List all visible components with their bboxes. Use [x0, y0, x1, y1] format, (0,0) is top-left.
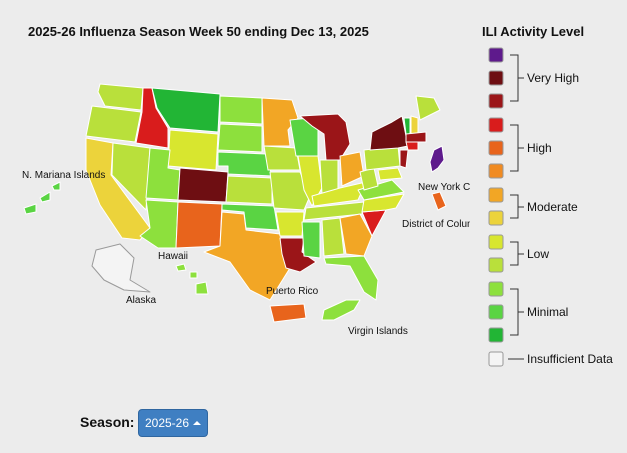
legend-swatch-minimal-3 — [488, 281, 504, 297]
state-georgia[interactable] — [339, 213, 373, 257]
legend-label-minimal: Minimal — [527, 305, 568, 319]
label-new-york-city: New York City — [418, 182, 470, 193]
state-oregon[interactable] — [85, 105, 142, 143]
district-of-columbia-marker[interactable] — [431, 191, 447, 211]
state-new-jersey[interactable] — [399, 149, 409, 169]
state-alabama[interactable] — [321, 217, 345, 257]
state-north-dakota[interactable] — [219, 95, 263, 125]
state-connecticut[interactable] — [405, 141, 419, 151]
legend-label-very-high: Very High — [527, 71, 579, 85]
legend-label-moderate: Moderate — [527, 200, 578, 214]
legend: Very High High Moderate Low Minimal Insu… — [488, 47, 613, 367]
legend-swatch-very-high-2 — [488, 70, 504, 86]
legend-swatch-high-1 — [488, 163, 504, 179]
legend-swatch-minimal-2 — [488, 304, 504, 320]
n-mariana-island-3[interactable] — [51, 181, 61, 191]
state-mississippi[interactable] — [301, 221, 321, 259]
state-maryland[interactable] — [377, 167, 403, 181]
legend-swatch-very-high-1 — [488, 93, 504, 109]
legend-label-low: Low — [527, 247, 549, 261]
caret-up-icon — [193, 421, 202, 425]
legend-bracket-low — [510, 241, 524, 266]
state-north-carolina[interactable] — [361, 193, 405, 213]
label-alaska: Alaska — [126, 295, 156, 306]
state-south-dakota[interactable] — [217, 123, 263, 153]
season-label: Season: — [80, 414, 135, 430]
legend-swatch-moderate-2 — [488, 187, 504, 203]
legend-title: ILI Activity Level — [482, 24, 585, 39]
new-york-city-marker[interactable] — [429, 145, 445, 173]
legend-swatch-very-high-3 — [488, 47, 504, 63]
state-washington[interactable] — [97, 83, 144, 111]
legend-label-high: High — [527, 141, 552, 155]
hawaii-island-2[interactable] — [189, 271, 198, 279]
state-tennessee[interactable] — [303, 201, 365, 221]
state-maine[interactable] — [415, 95, 441, 121]
state-virginia[interactable] — [357, 179, 405, 201]
label-puerto-rico: Puerto Rico — [266, 286, 319, 297]
season-value: 2025-26 — [144, 416, 190, 430]
state-kansas[interactable] — [225, 175, 273, 205]
map-title: 2025-26 Influenza Season Week 50 ending … — [28, 24, 369, 39]
legend-swatch-high-2 — [488, 140, 504, 156]
legend-swatch-insufficient — [488, 351, 504, 367]
n-mariana-island-2[interactable] — [39, 191, 51, 203]
virgin-islands[interactable] — [321, 299, 361, 321]
puerto-rico[interactable] — [269, 303, 307, 323]
state-florida[interactable] — [323, 255, 379, 301]
legend-bracket-high — [510, 124, 524, 172]
legend-bracket-very-high — [510, 54, 524, 102]
us-flu-map: N. Mariana Islands Hawaii Alaska Puerto … — [22, 83, 470, 337]
state-arkansas[interactable] — [275, 211, 305, 237]
legend-swatch-high-3 — [488, 117, 504, 133]
hawaii-island-1[interactable] — [175, 263, 187, 272]
hawaii-island-3[interactable] — [195, 281, 209, 295]
legend-swatch-low-2 — [488, 234, 504, 250]
state-montana[interactable] — [151, 87, 221, 133]
label-district-of-columbia: District of Columbia — [402, 219, 470, 230]
label-n-mariana-islands: N. Mariana Islands — [22, 170, 105, 181]
state-missouri[interactable] — [269, 171, 311, 211]
legend-swatch-minimal-1 — [488, 327, 504, 343]
state-texas[interactable] — [203, 211, 291, 301]
state-nevada[interactable] — [111, 142, 151, 211]
alaska-inset[interactable] — [91, 243, 151, 293]
label-virgin-islands: Virgin Islands — [348, 326, 408, 337]
n-mariana-island-1[interactable] — [23, 203, 37, 215]
label-hawaii: Hawaii — [158, 251, 188, 262]
legend-swatch-low-1 — [488, 257, 504, 273]
legend-label-insufficient: Insufficient Data — [527, 352, 613, 366]
season-dropdown-button[interactable]: 2025-26 — [138, 409, 208, 437]
legend-bracket-minimal — [510, 288, 524, 336]
legend-swatch-moderate-1 — [488, 210, 504, 226]
legend-bracket-moderate — [510, 194, 524, 219]
state-massachusetts[interactable] — [405, 131, 427, 143]
